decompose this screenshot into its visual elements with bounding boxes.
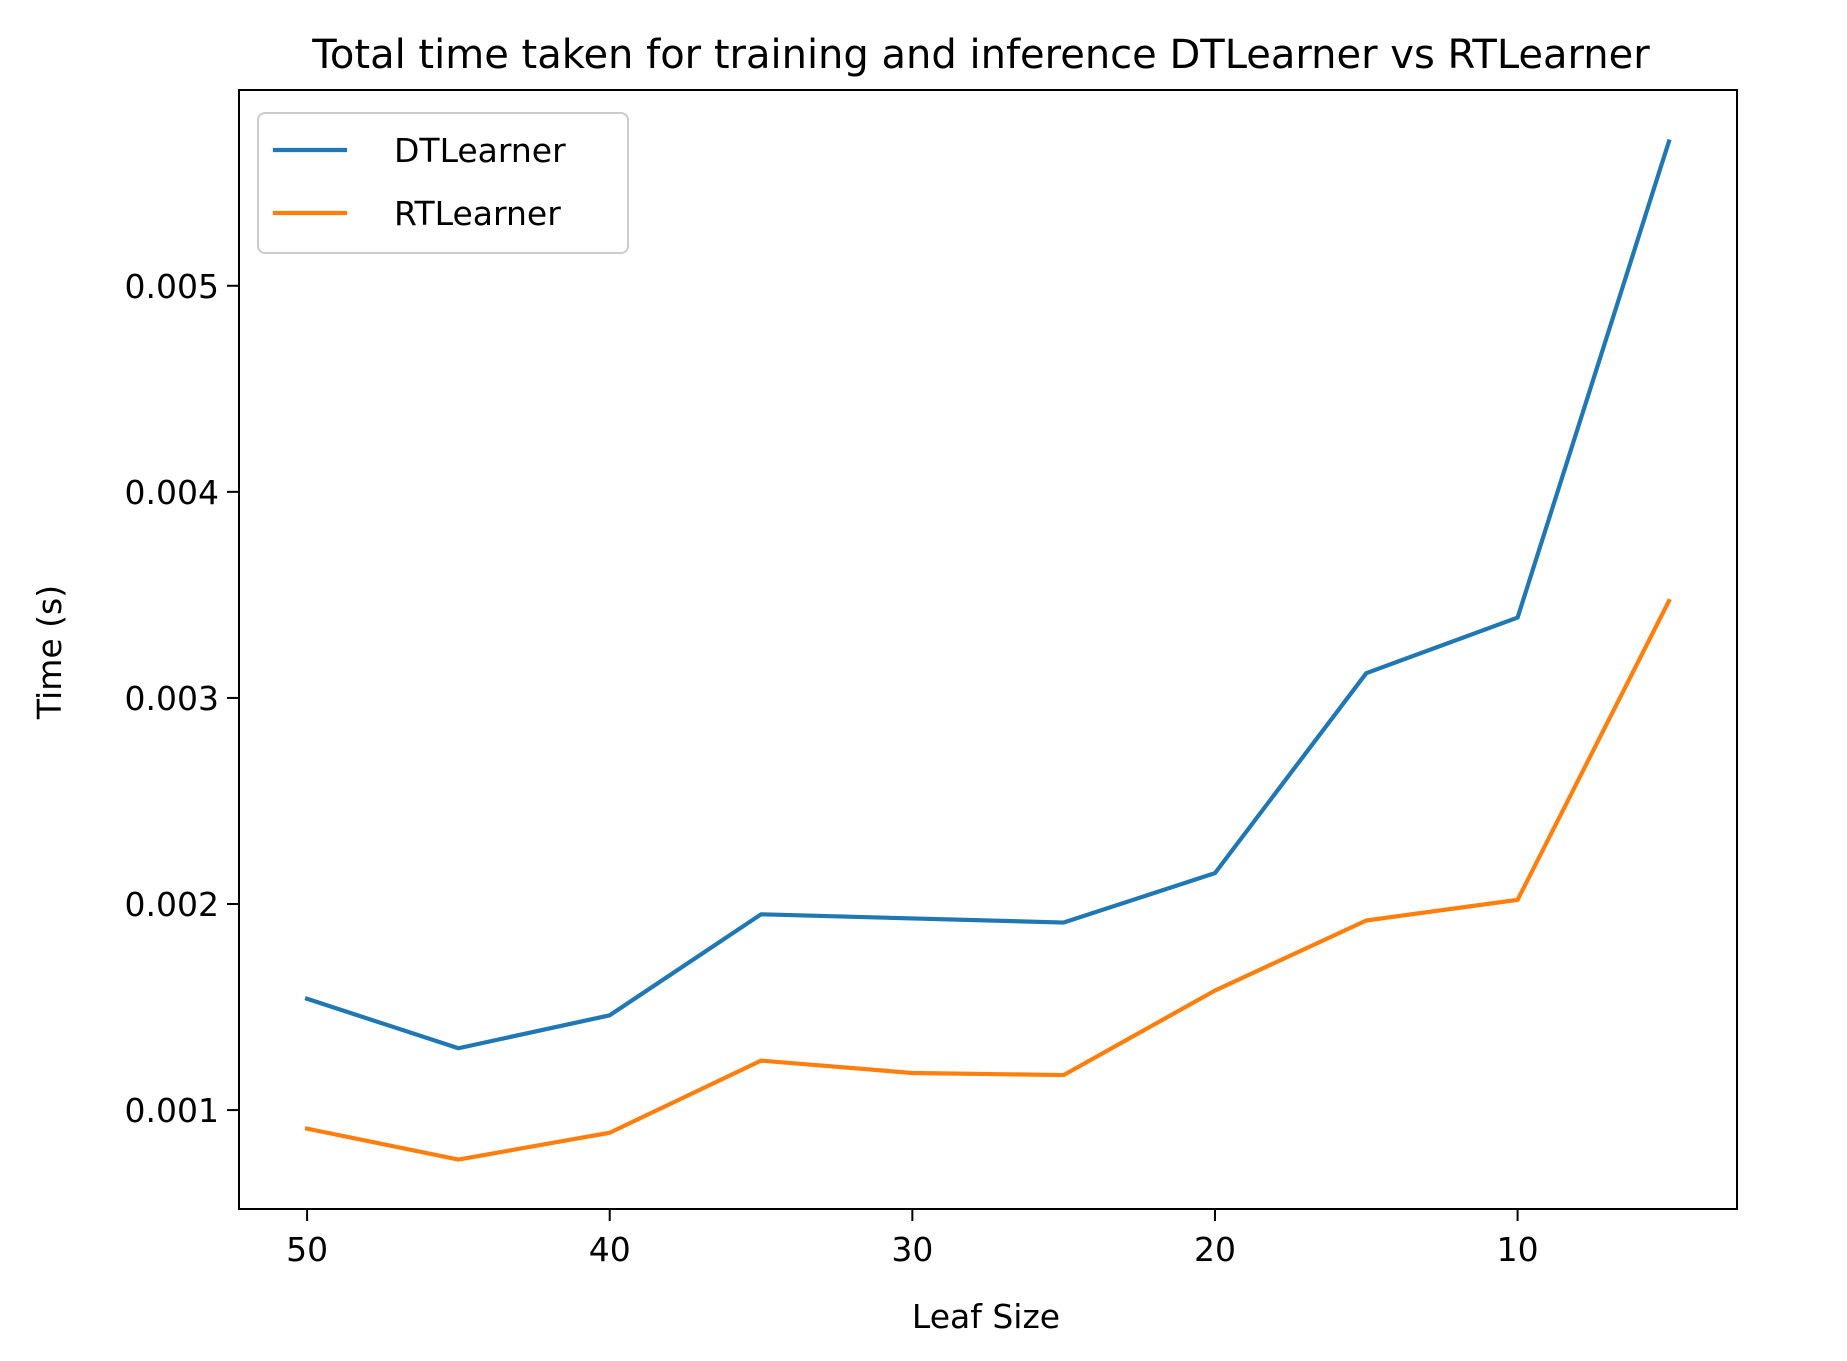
plot-area: [239, 90, 1737, 1209]
chart-title: Total time taken for training and infere…: [311, 32, 1650, 78]
x-tick-label: 50: [286, 1230, 328, 1269]
series-lines: [304, 138, 1672, 1162]
legend-label-dtlearner: DTLearner: [394, 131, 566, 170]
x-tick-label: 10: [1497, 1230, 1539, 1269]
series-line-rtlearner: [304, 598, 1672, 1162]
axes: [238, 89, 1738, 1210]
y-axis-label: Time (s): [30, 585, 69, 720]
legend: DTLearner RTLearner: [257, 112, 629, 254]
x-tick-label: 20: [1194, 1230, 1236, 1269]
axes-frame: [238, 89, 1738, 1210]
y-tick-label: 0.005: [125, 267, 219, 306]
x-axis-label: Leaf Size: [912, 1297, 1060, 1336]
legend-box: [257, 112, 629, 254]
y-tick-label: 0.002: [125, 885, 219, 924]
legend-label-rtlearner: RTLearner: [394, 194, 561, 233]
plot-background: [239, 90, 1737, 1209]
x-tick-label: 30: [891, 1230, 933, 1269]
y-tick-label: 0.004: [125, 473, 219, 512]
x-tick-label: 40: [589, 1230, 631, 1269]
tick-marks: 50 40 30 20 10 0.001 0.002 0.003 0.004 0.005: [125, 267, 1539, 1269]
y-tick-label: 0.003: [125, 679, 219, 718]
y-tick-label: 0.001: [125, 1091, 219, 1130]
series-line-dtlearner: [304, 138, 1672, 1051]
